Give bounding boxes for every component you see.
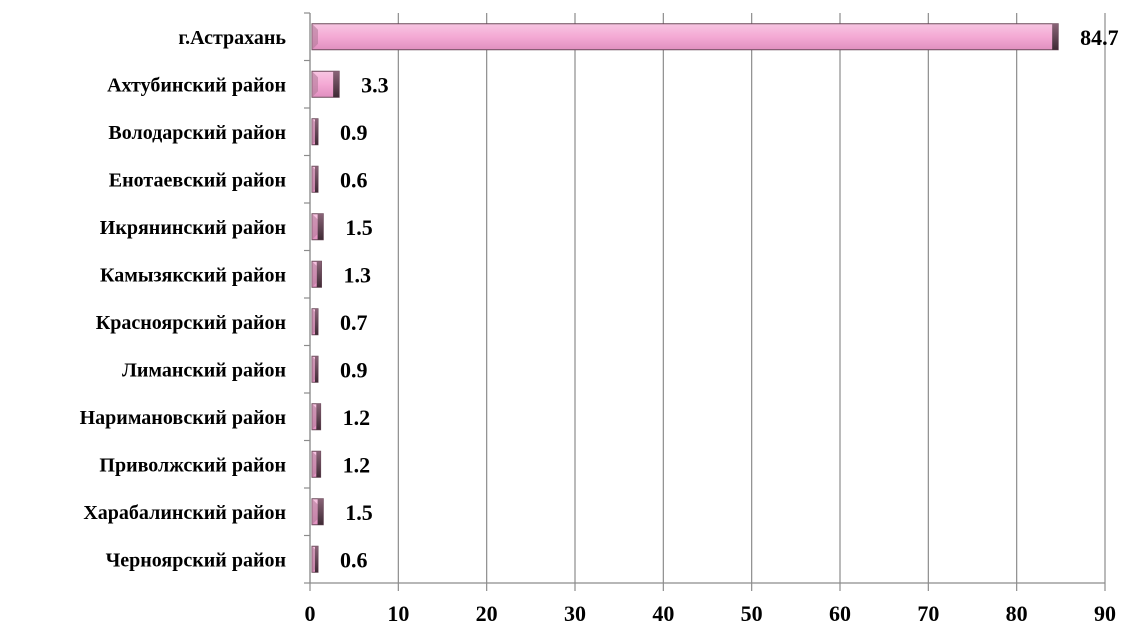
bar-bevel — [312, 308, 315, 335]
category-label: Приволжский район — [99, 454, 286, 476]
category-label: Красноярский район — [96, 312, 286, 334]
bar-bevel — [312, 546, 315, 573]
x-tick-labels: 0 10 20 30 40 50 60 70 80 90 — [305, 601, 1117, 626]
bar-end-cap — [315, 356, 318, 383]
bars — [311, 23, 1059, 573]
bar-end-cap — [316, 403, 321, 430]
bar-end-cap — [316, 451, 321, 478]
x-tick-label: 30 — [564, 601, 586, 626]
bar-bevel — [312, 166, 315, 193]
bar-end-cap — [315, 166, 318, 193]
x-tick-label: 20 — [476, 601, 498, 626]
category-label: Наримановский район — [80, 407, 286, 429]
x-tick-label: 90 — [1094, 601, 1116, 626]
bar-end-cap — [315, 118, 318, 145]
data-label: 0.6 — [340, 167, 368, 192]
data-labels: 84.7 3.3 0.9 0.6 1.5 1.3 0.7 0.9 1.2 1.2 1.5 0.6 — [340, 25, 1119, 573]
category-label: Камызякский район — [100, 264, 286, 286]
x-tick-label: 40 — [652, 601, 674, 626]
data-label: 0.9 — [340, 357, 368, 382]
bar-end-cap — [1052, 23, 1059, 50]
bar-bevel — [312, 451, 317, 478]
bar-bevel — [312, 356, 315, 383]
data-label: 1.2 — [343, 452, 371, 477]
category-label: Харабалинский район — [83, 502, 286, 524]
bar-bevel — [312, 498, 318, 525]
category-label: Лиманский район — [122, 359, 286, 381]
bar-end-cap — [317, 498, 324, 525]
category-labels: г.Астрахань Ахтубинский район Володарский … — [80, 27, 287, 572]
x-tick-label: 60 — [829, 601, 851, 626]
x-tick-label: 0 — [305, 601, 316, 626]
bar-end-cap — [315, 546, 318, 573]
x-tick-label: 50 — [741, 601, 763, 626]
x-tick-label: 70 — [917, 601, 939, 626]
gridlines — [309, 13, 1106, 583]
data-label: 1.3 — [343, 262, 371, 287]
bar-bevel — [312, 71, 318, 98]
x-tick-label: 10 — [387, 601, 409, 626]
data-label: 1.5 — [345, 215, 373, 240]
category-label: Володарский район — [108, 122, 286, 144]
bar-end-cap — [333, 71, 340, 98]
bar-bevel — [312, 213, 318, 240]
axes — [304, 12, 1106, 591]
bar-end-cap — [317, 213, 324, 240]
bar-end-cap — [316, 261, 322, 288]
data-label: 1.5 — [345, 500, 373, 525]
bar — [311, 23, 1059, 51]
data-label: 0.6 — [340, 547, 368, 572]
category-label: г.Астрахань — [178, 27, 286, 49]
data-label: 3.3 — [361, 72, 389, 97]
bar-bevel — [312, 23, 318, 50]
x-tick-label: 80 — [1006, 601, 1028, 626]
category-label: Ахтубинский район — [107, 74, 286, 96]
bar-end-cap — [315, 308, 318, 335]
data-label: 84.7 — [1080, 25, 1119, 50]
bar-bevel — [312, 261, 317, 288]
category-label: Енотаевский район — [109, 169, 286, 191]
category-label: Черноярский район — [106, 549, 286, 571]
bar-bevel — [312, 403, 317, 430]
bar-bevel — [312, 118, 315, 145]
data-label: 1.2 — [343, 405, 371, 430]
data-label: 0.9 — [340, 120, 368, 145]
category-label: Икрянинский район — [100, 217, 286, 239]
data-label: 0.7 — [340, 310, 368, 335]
